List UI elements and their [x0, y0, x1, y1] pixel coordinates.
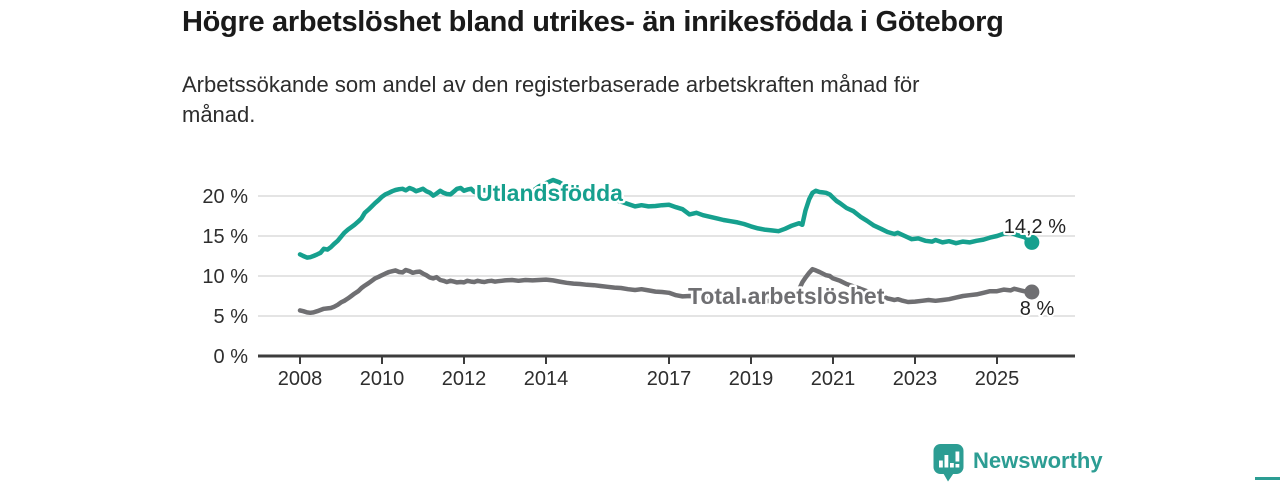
- newsworthy-wordmark: Newsworthy: [973, 448, 1103, 473]
- y-axis-label-0: 0 %: [214, 346, 249, 368]
- logo-speech-tail: [942, 472, 955, 482]
- x-axis-label-2021: 2021: [811, 368, 856, 390]
- y-axis-label-10: 10 %: [202, 266, 248, 288]
- newsworthy-logo-icon: [933, 444, 964, 482]
- x-axis-label-2023: 2023: [893, 368, 938, 390]
- y-axis-label-15: 15 %: [202, 226, 248, 248]
- y-axis-label-20: 20 %: [202, 186, 248, 208]
- chart-subtitle-line2: månad.: [182, 102, 256, 127]
- bottom-right-accent-mark: [1255, 477, 1280, 480]
- chart-subtitle-line1: Arbetssökande som andel av den registerb…: [182, 72, 920, 97]
- chart-subtitle: Arbetssökande som andel av den registerb…: [182, 70, 1042, 130]
- x-axis-label-2019: 2019: [729, 368, 774, 390]
- chart-title: Högre arbetslöshet bland utrikes- än inr…: [182, 6, 1004, 38]
- x-axis-label-2008: 2008: [278, 368, 323, 390]
- end-value-label-total: 8 %: [1020, 298, 1055, 320]
- series-end-dot-utlandsfodda: [1024, 234, 1040, 250]
- series-label-total-arbetsloshet: Total arbetslöshet: [688, 283, 885, 309]
- series-line-total-arbetsloshet: [297, 266, 1035, 316]
- x-axis-label-2012: 2012: [442, 368, 487, 390]
- x-axis-label-2010: 2010: [360, 368, 405, 390]
- x-axis-label-2017: 2017: [647, 368, 692, 390]
- plot-area: 0 % 5 % 10 % 15 % 20 % 2008 2010 2012 2014 2017 20…: [202, 177, 1075, 390]
- x-axis-label-2025: 2025: [975, 368, 1020, 390]
- series-end-dot-total-arbetsloshet: [1024, 284, 1040, 300]
- end-value-label-utlandsfodda: 14,2 %: [1004, 216, 1066, 238]
- x-axis-label-2014: 2014: [524, 368, 569, 390]
- series-line-utlandsfodda: [297, 177, 1035, 260]
- newsworthy-logo: Newsworthy: [933, 444, 1103, 484]
- y-axis-label-5: 5 %: [214, 306, 249, 328]
- series-label-utlandsfodda: Utlandsfödda: [476, 180, 623, 206]
